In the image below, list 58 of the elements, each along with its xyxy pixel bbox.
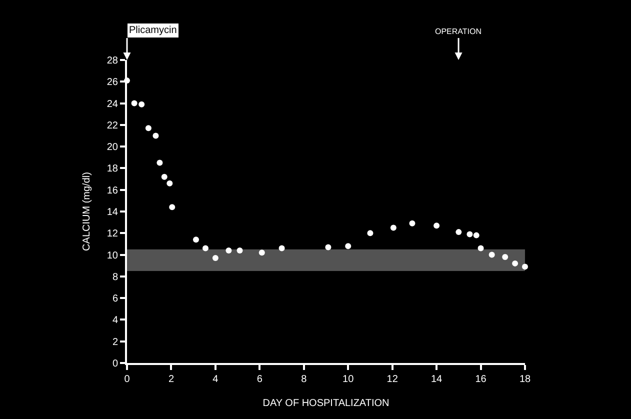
y-tick-label: 4 bbox=[112, 315, 118, 326]
point bbox=[212, 255, 218, 262]
point bbox=[345, 243, 352, 250]
y-tick-label: 24 bbox=[106, 98, 118, 110]
x-tick-label: 10 bbox=[342, 374, 354, 385]
y-tick-label: 12 bbox=[106, 228, 118, 240]
x-tick-label: 4 bbox=[212, 374, 219, 385]
point bbox=[131, 100, 138, 106]
point bbox=[152, 132, 159, 139]
point bbox=[192, 236, 199, 243]
point bbox=[478, 245, 484, 252]
x-tick-label: 2 bbox=[168, 374, 174, 385]
y-tick-label: 16 bbox=[106, 185, 118, 196]
point bbox=[236, 247, 243, 254]
y-tick-label: 8 bbox=[112, 272, 118, 283]
x-tick-label: 12 bbox=[386, 374, 398, 385]
x-axis-title: DAY OF HOSPITALIZATION bbox=[262, 398, 390, 409]
point bbox=[145, 125, 152, 132]
point bbox=[138, 101, 145, 108]
point bbox=[169, 204, 176, 210]
point bbox=[161, 174, 168, 180]
point bbox=[466, 231, 473, 238]
point bbox=[456, 229, 462, 236]
x-tick-label: 6 bbox=[256, 374, 263, 385]
point bbox=[434, 222, 440, 229]
point bbox=[488, 252, 495, 258]
point bbox=[166, 180, 173, 186]
y-tick-label: 6 bbox=[112, 294, 118, 305]
y-tick-label: 22 bbox=[106, 120, 118, 132]
point bbox=[226, 247, 232, 254]
point bbox=[512, 260, 518, 266]
point bbox=[390, 224, 396, 231]
point bbox=[325, 244, 332, 250]
point bbox=[473, 232, 480, 238]
point bbox=[202, 245, 208, 252]
y-tick-label: 14 bbox=[106, 207, 118, 218]
point bbox=[522, 264, 528, 270]
x-tick-label: 18 bbox=[519, 374, 531, 385]
point bbox=[409, 220, 416, 226]
x-tick-label: 16 bbox=[475, 374, 487, 385]
point bbox=[156, 160, 163, 166]
y-tick-label: 2 bbox=[112, 336, 118, 348]
point bbox=[278, 245, 285, 252]
point bbox=[258, 250, 265, 256]
text: Plicamycin bbox=[129, 25, 177, 36]
y-tick-label: 28 bbox=[106, 56, 118, 66]
y-tick-label: 0 bbox=[112, 358, 118, 370]
y-tick-label: 18 bbox=[106, 164, 118, 175]
x-tick-label: 14 bbox=[430, 374, 443, 385]
point bbox=[502, 254, 508, 260]
point bbox=[367, 230, 374, 236]
x-tick-label: 8 bbox=[301, 374, 308, 385]
y-tick-label: 10 bbox=[106, 250, 118, 262]
text: OPERATION bbox=[435, 27, 482, 36]
y-tick-label: 20 bbox=[106, 142, 118, 154]
y-axis-title: CALCIUM (mg/dl) bbox=[81, 172, 92, 251]
y-tick-label: 26 bbox=[106, 77, 118, 88]
x-tick-label: 0 bbox=[124, 374, 130, 385]
